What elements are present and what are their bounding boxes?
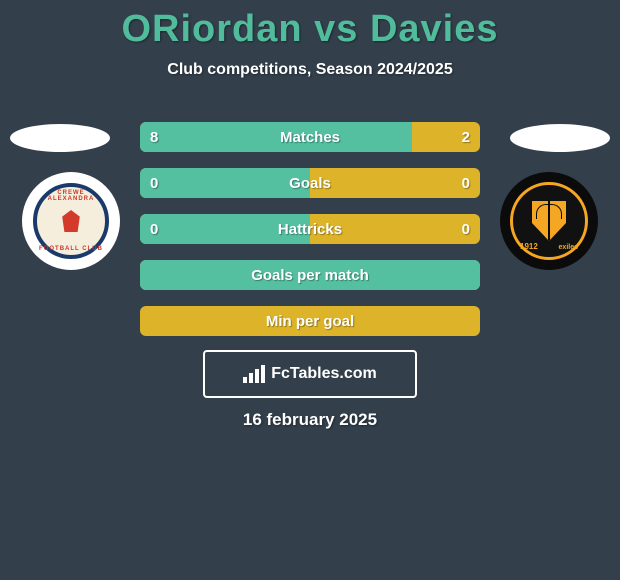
stat-label: Goals per match [140, 267, 480, 284]
player-shadow-left [10, 124, 110, 152]
club-right-tag: exiles [559, 244, 578, 251]
stat-right-value: 0 [462, 221, 470, 238]
stat-right-value: 2 [462, 129, 470, 146]
stat-bar-matches: 8 Matches 2 [140, 122, 480, 152]
stat-bar-goals: 0 Goals 0 [140, 168, 480, 198]
shield-icon [532, 201, 566, 241]
club-left-bottom-text: FOOTBALL CLUB [37, 246, 105, 252]
club-badge-right: 1912 exiles [500, 172, 598, 270]
stat-bar-hattricks: 0 Hattricks 0 [140, 214, 480, 244]
club-right-year: 1912 [520, 242, 538, 251]
club-left-top-text: CREWE ALEXANDRA [37, 190, 105, 202]
stat-bar-goals-per-match: Goals per match [140, 260, 480, 290]
stat-label: Matches [140, 129, 480, 146]
fctables-link[interactable]: FcTables.com [203, 350, 417, 398]
bar-chart-icon [243, 365, 265, 383]
brand-text: FcTables.com [271, 365, 377, 383]
page-title: ORiordan vs Davies [0, 0, 620, 51]
club-badge-right-inner: 1912 exiles [510, 182, 588, 260]
stat-label: Goals [140, 175, 480, 192]
club-badge-left-inner: CREWE ALEXANDRA FOOTBALL CLUB [33, 183, 109, 259]
club-badge-left: CREWE ALEXANDRA FOOTBALL CLUB [22, 172, 120, 270]
stat-bars: 8 Matches 2 0 Goals 0 0 Hattricks 0 Goal… [140, 122, 480, 352]
subtitle: Club competitions, Season 2024/2025 [0, 61, 620, 79]
stat-bar-min-per-goal: Min per goal [140, 306, 480, 336]
stat-label: Min per goal [140, 313, 480, 330]
lion-icon [60, 210, 82, 232]
date-text: 16 february 2025 [0, 410, 620, 430]
player-shadow-right [510, 124, 610, 152]
stat-right-value: 0 [462, 175, 470, 192]
stat-label: Hattricks [140, 221, 480, 238]
